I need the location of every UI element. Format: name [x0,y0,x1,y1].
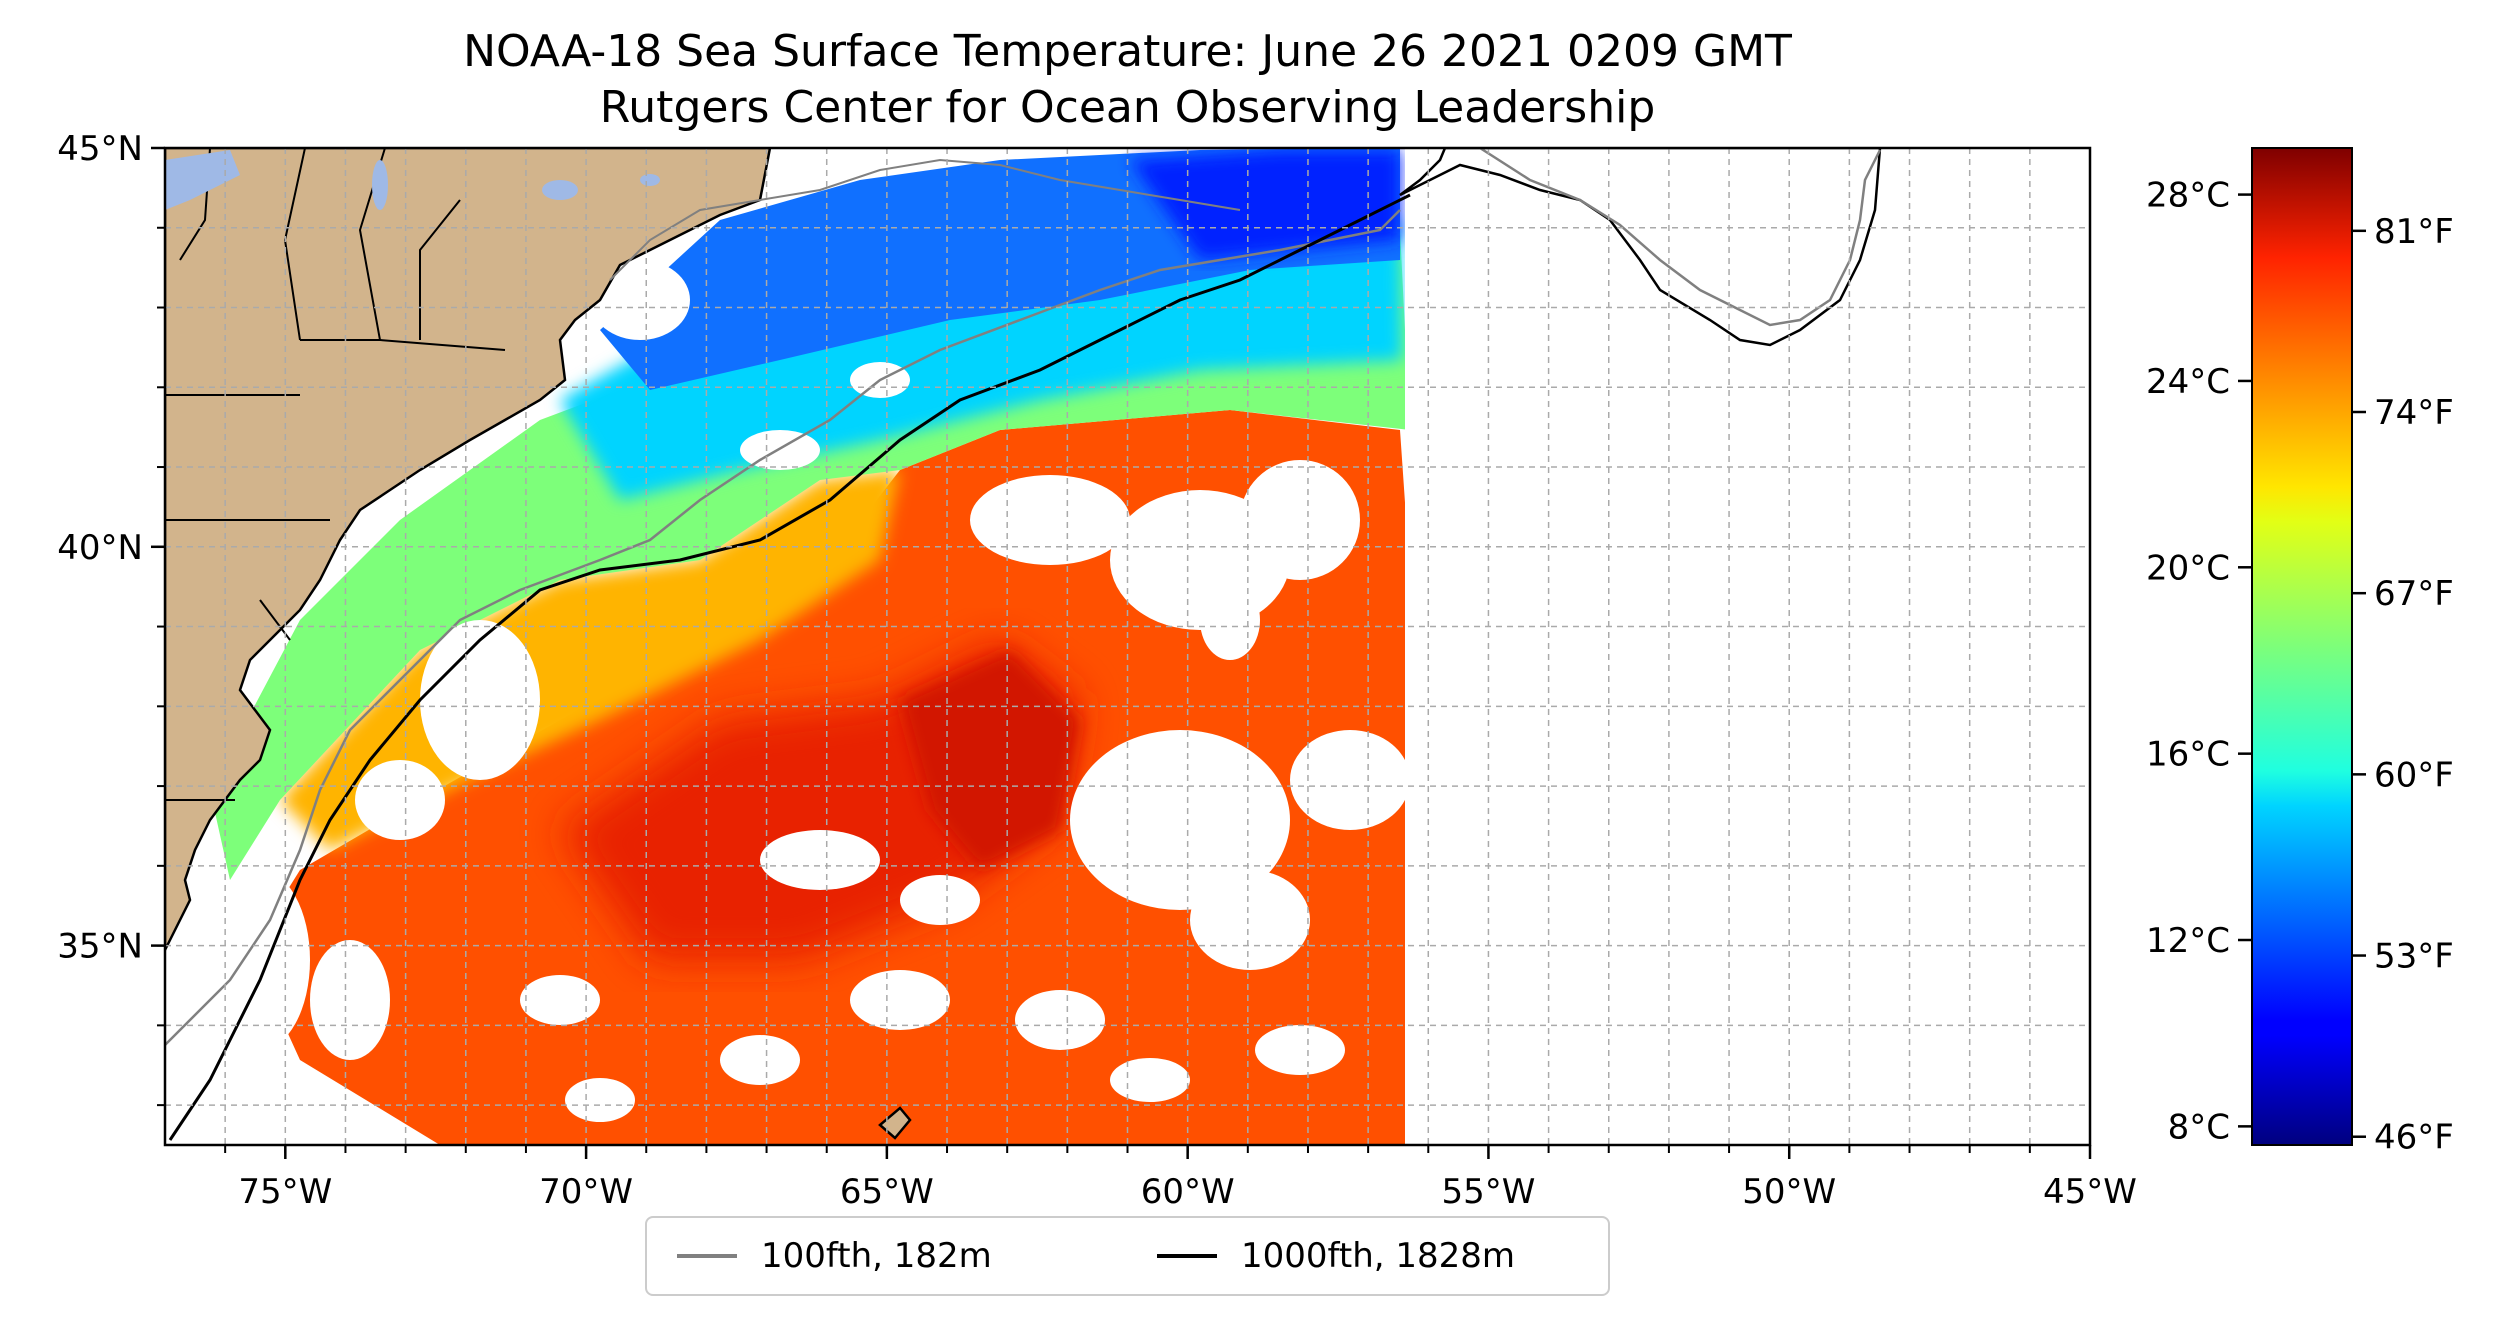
colorbar-celsius-label: 16°C [2146,735,2230,775]
gridlines [165,148,2090,1145]
sst-cool-band [560,220,1402,500]
colorbar-celsius-axis: 28°C 24°C 20°C 16°C 12°C 8°C [2146,176,2252,1147]
x-tick-label: 70°W [539,1172,633,1212]
y-axis: 45°N 40°N 35°N [57,129,165,1107]
x-tick-label: 55°W [1441,1172,1535,1212]
isobaths [165,148,1882,1141]
land-north-america [165,148,772,951]
colorbar-gradient [2251,147,2353,1146]
legend-swatch-100fth [677,1254,737,1258]
legend: 100fth, 182m 1000fth, 1828m [645,1216,1610,1296]
isobath-100fth [165,209,1401,1046]
land-newfoundland [1399,148,1882,347]
legend-label-100fth: 100fth, 182m [761,1236,992,1276]
x-tick-label: 45°W [2043,1172,2137,1212]
land-layer [165,148,1882,1140]
legend-swatch-1000fth [1157,1254,1217,1258]
sst-gulf-stream-core [900,650,1080,870]
x-tick-label: 75°W [238,1172,332,1212]
sst-slope-water [280,470,900,850]
sst-shelf-water [210,230,1410,880]
legend-label-1000fth: 1000fth, 1828m [1241,1236,1516,1276]
colorbar-celsius-label: 20°C [2146,548,2230,588]
colorbar-fahrenheit-label: 60°F [2374,755,2454,795]
colorbar-celsius-label: 24°C [2146,362,2230,402]
y-tick-label: 35°N [57,927,143,967]
sst-map: 75°W 70°W 65°W 60°W 55°W 50°W 45°W 45°N 40°N 35°… [57,129,2137,1212]
x-tick-label: 60°W [1141,1172,1235,1212]
colorbar-fahrenheit-label: 81°F [2374,212,2454,252]
legend-item-100fth: 100fth, 182m [677,1218,992,1294]
lakes [165,150,660,210]
x-tick-label: 50°W [1742,1172,1836,1212]
colorbar-fahrenheit-label: 67°F [2374,574,2454,614]
sst-layer [210,148,2090,1145]
colorbar-fahrenheit-label: 53°F [2374,937,2454,977]
y-tick-label: 40°N [57,528,143,568]
title-line-1: NOAA-18 Sea Surface Temperature: June 26… [463,26,1792,77]
isobath-100fth-grand-banks [1479,148,1882,327]
colorbar-celsius-label: 28°C [2146,176,2230,216]
legend-item-1000fth: 1000fth, 1828m [1157,1218,1515,1294]
isobath-100fth-gulf-of-maine [609,158,1241,281]
colorbar: 28°C 24°C 20°C 16°C 12°C 8°C 81°F 74°F 67°F 60°F… [2146,147,2454,1158]
x-axis: 75°W 70°W 65°W 60°W 55°W 50°W 45°W [224,1145,2137,1212]
title-line-2: Rutgers Center for Ocean Observing Leade… [599,82,1656,133]
colorbar-fahrenheit-label: 74°F [2374,393,2454,433]
y-tick-label: 45°N [57,129,143,169]
colorbar-celsius-label: 12°C [2146,921,2230,961]
x-tick-label: 65°W [840,1172,934,1212]
colorbar-celsius-label: 8°C [2168,1107,2230,1147]
colorbar-fahrenheit-axis: 81°F 74°F 67°F 60°F 53°F 46°F [2352,212,2454,1158]
isobath-1000fth [168,193,1411,1141]
colorbar-fahrenheit-label: 46°F [2374,1118,2454,1158]
